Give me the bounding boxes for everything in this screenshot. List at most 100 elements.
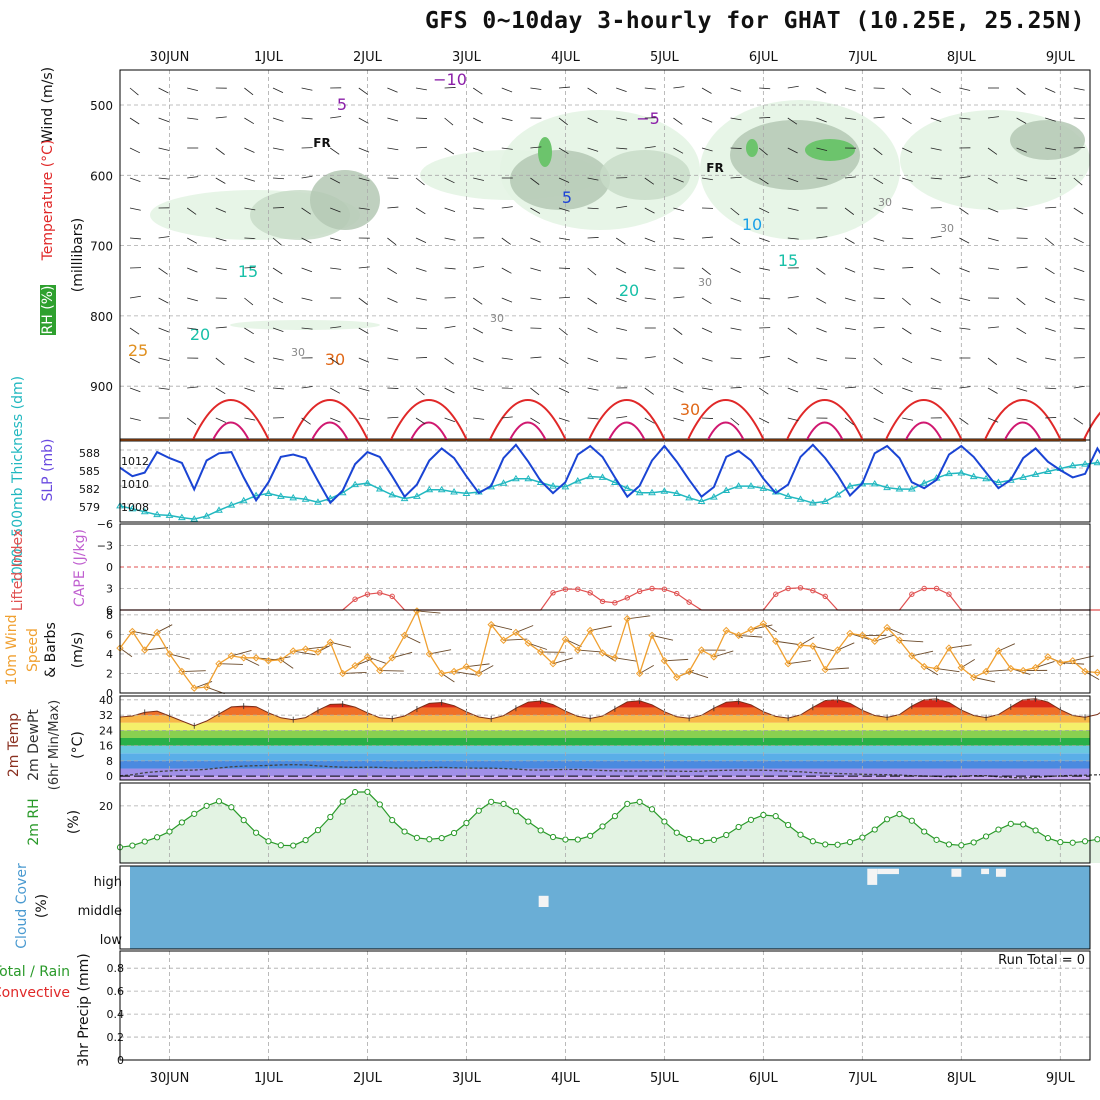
rh-legend-swatch [40,285,56,335]
wind-barb [301,386,313,389]
contour-label: 5 [562,188,572,207]
wind-barb [959,297,971,302]
isotherm-40 [607,421,646,441]
date-label-bottom: 4JUL [551,1071,581,1086]
temp-band [120,715,1090,723]
wind-barb [244,417,256,421]
rh2m-point [191,810,198,817]
wind-barb [387,357,399,361]
wind-barb [701,387,713,391]
thickness-point [611,478,619,485]
contour-label: 25 [128,341,148,360]
wind-barb [844,176,856,179]
thickness-point [870,479,879,487]
wind-barb-10m [156,624,173,633]
wind-barb [473,417,485,420]
rh2m-point [1020,821,1027,828]
wind-speed-point [1068,657,1077,665]
cloud-block-high [877,868,899,875]
temp-tick-label: 24 [99,724,113,737]
wind-speed-point [240,654,248,662]
wind-barb [129,147,141,154]
wind-barb [959,117,971,120]
rh2m-point [859,834,866,841]
rh2m-point [141,838,148,845]
wind-barb [501,206,513,209]
rh2m-point [1081,838,1089,845]
rh2m-point [351,789,359,796]
isotherm-35 [1082,411,1100,441]
wind-barb [244,357,255,364]
lifted-index-point [785,585,791,592]
ylabel-pressure: (milllibars) [70,218,86,293]
wind-barb [530,356,542,359]
rh2m-point [624,800,631,807]
rh2m-point [500,800,507,807]
wind-barb [444,87,456,89]
wind-barb [844,87,856,92]
cloud-block-high [867,868,878,885]
lifted-index-point [352,596,358,602]
date-label-bottom: 2JUL [353,1071,383,1086]
temp-band [120,753,1090,761]
wind-barb [759,117,771,119]
wind-barb [902,267,914,269]
wind-barb [730,147,742,149]
thickness-point [363,479,372,486]
lifted-index-point [612,600,618,606]
wind-barb [673,147,684,154]
thickness-point [425,485,434,493]
wind-barb [844,207,855,215]
rh2m-point [735,823,742,831]
wind-barb [444,177,455,184]
wind-barb [587,297,598,305]
wind-barb [129,387,141,393]
rh2m-point [438,835,445,842]
thickness-tick-label: 585 [79,465,100,478]
wind-barb [873,297,885,299]
thickness-point [1093,458,1100,466]
isotherm-40 [409,421,448,441]
wind-barb [444,267,456,270]
thickness-point [907,485,916,492]
thickness-point [227,501,236,508]
lifted-index-point [773,591,779,597]
wind-barb [1073,267,1085,272]
wind-barb [701,147,713,152]
ylabel-temperature: Temperature (°C) [40,140,56,262]
ylabel-2m-temp: 2m Temp [6,713,22,777]
wind-barb [387,387,399,389]
isotherm-35 [191,399,270,441]
wind-speed-point [1093,668,1100,677]
wind-barb [444,207,456,212]
thickness-point [140,507,149,515]
rh2m-point [1094,836,1100,843]
isotherm-40 [508,421,547,441]
lifted-index-point [587,590,593,596]
wind-barb [387,206,399,209]
wind-speed-point [425,650,434,658]
rh2m-point [228,804,235,811]
rh2m-point [339,798,346,805]
wind-barb [472,297,483,305]
wind-barb [701,267,711,276]
rh2m-point [512,808,520,815]
rh2m-point [240,817,247,824]
wind-barb [701,236,713,239]
wind-barb [129,295,141,299]
ylabel-cloud-unit: (%) [34,894,50,918]
wind-speed-point [524,639,532,647]
wind-barb [244,237,256,239]
lifted-index-point [389,593,395,600]
wind-barb-10m [911,650,934,657]
wind-barb [330,177,341,184]
wind-barb [787,85,799,89]
wind-barb [215,237,227,242]
isotherm-35 [488,399,567,441]
wind-barb [387,416,399,419]
wind-barb-10m [998,643,1015,652]
wind-barb [873,357,883,366]
wind-barb [1045,297,1056,304]
wind-barb [816,87,827,94]
wind-frame [119,609,1091,694]
